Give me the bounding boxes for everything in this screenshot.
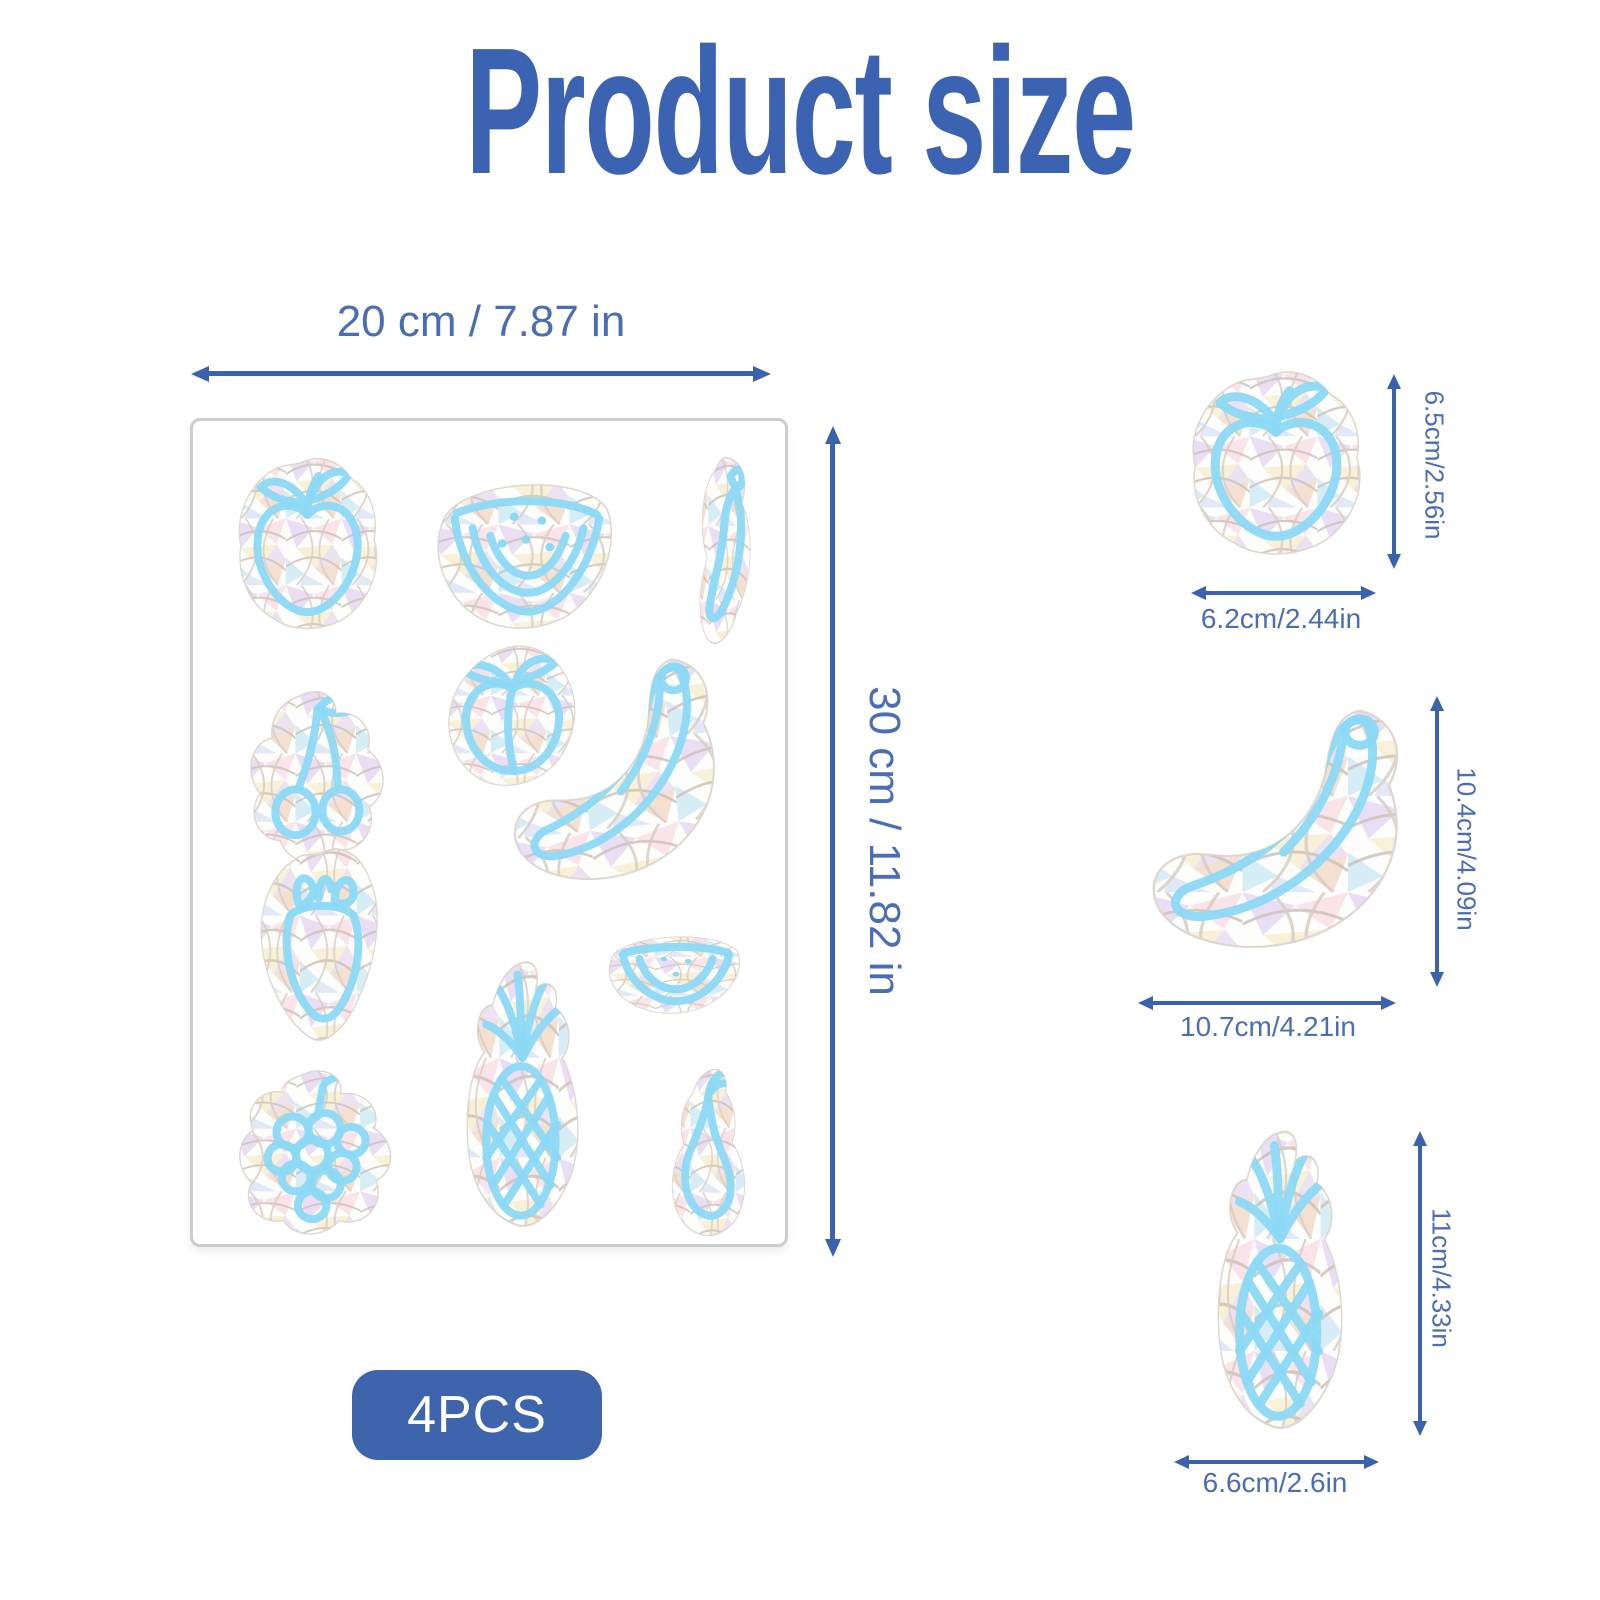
sheet-width-arrow (191, 365, 771, 382)
apple-width-arrow (1191, 586, 1376, 600)
decal-grapes (239, 1070, 392, 1235)
decal-pineapple (1217, 1130, 1343, 1429)
apple-height-label: 6.5cm/2.56in (1419, 390, 1450, 540)
banana-width-arrow (1138, 996, 1396, 1010)
decal-apple (238, 457, 378, 630)
page-title: Product size (465, 11, 1136, 212)
decal-banana (1152, 709, 1399, 948)
decal-cherry (250, 691, 384, 862)
pineapple-height-label: 11cm/4.33in (1426, 1208, 1457, 1348)
banana-height-label: 10.4cm/4.09in (1451, 767, 1482, 931)
decal-banana (513, 644, 715, 881)
decal-watermelon-s (608, 936, 741, 1014)
decal-watermelon (437, 484, 613, 629)
pineapple-width-label: 6.6cm/2.6in (1202, 1467, 1348, 1498)
decal-apple (1192, 371, 1361, 555)
decal-strawberry (260, 848, 378, 1041)
sheet-height-label: 30 cm / 11.82 in (860, 686, 909, 996)
pineapple-width-arrow (1174, 1455, 1379, 1469)
decal-pear (671, 1068, 746, 1237)
decal-pineapple (466, 961, 579, 1227)
sheet-width-label: 20 cm / 7.87 in (336, 297, 626, 346)
banana-height-arrow (1429, 696, 1444, 987)
apple-height-arrow (1386, 374, 1401, 569)
decal-peach (448, 645, 576, 786)
decal-chili (699, 456, 751, 644)
pineapple-height-arrow (1412, 1131, 1427, 1436)
banana-width-label: 10.7cm/4.21in (1180, 1011, 1356, 1042)
piece-count-badge: 4PCS (352, 1370, 602, 1460)
apple-width-label: 6.2cm/2.44in (1200, 603, 1362, 634)
sheet-height-arrow (824, 426, 841, 1257)
